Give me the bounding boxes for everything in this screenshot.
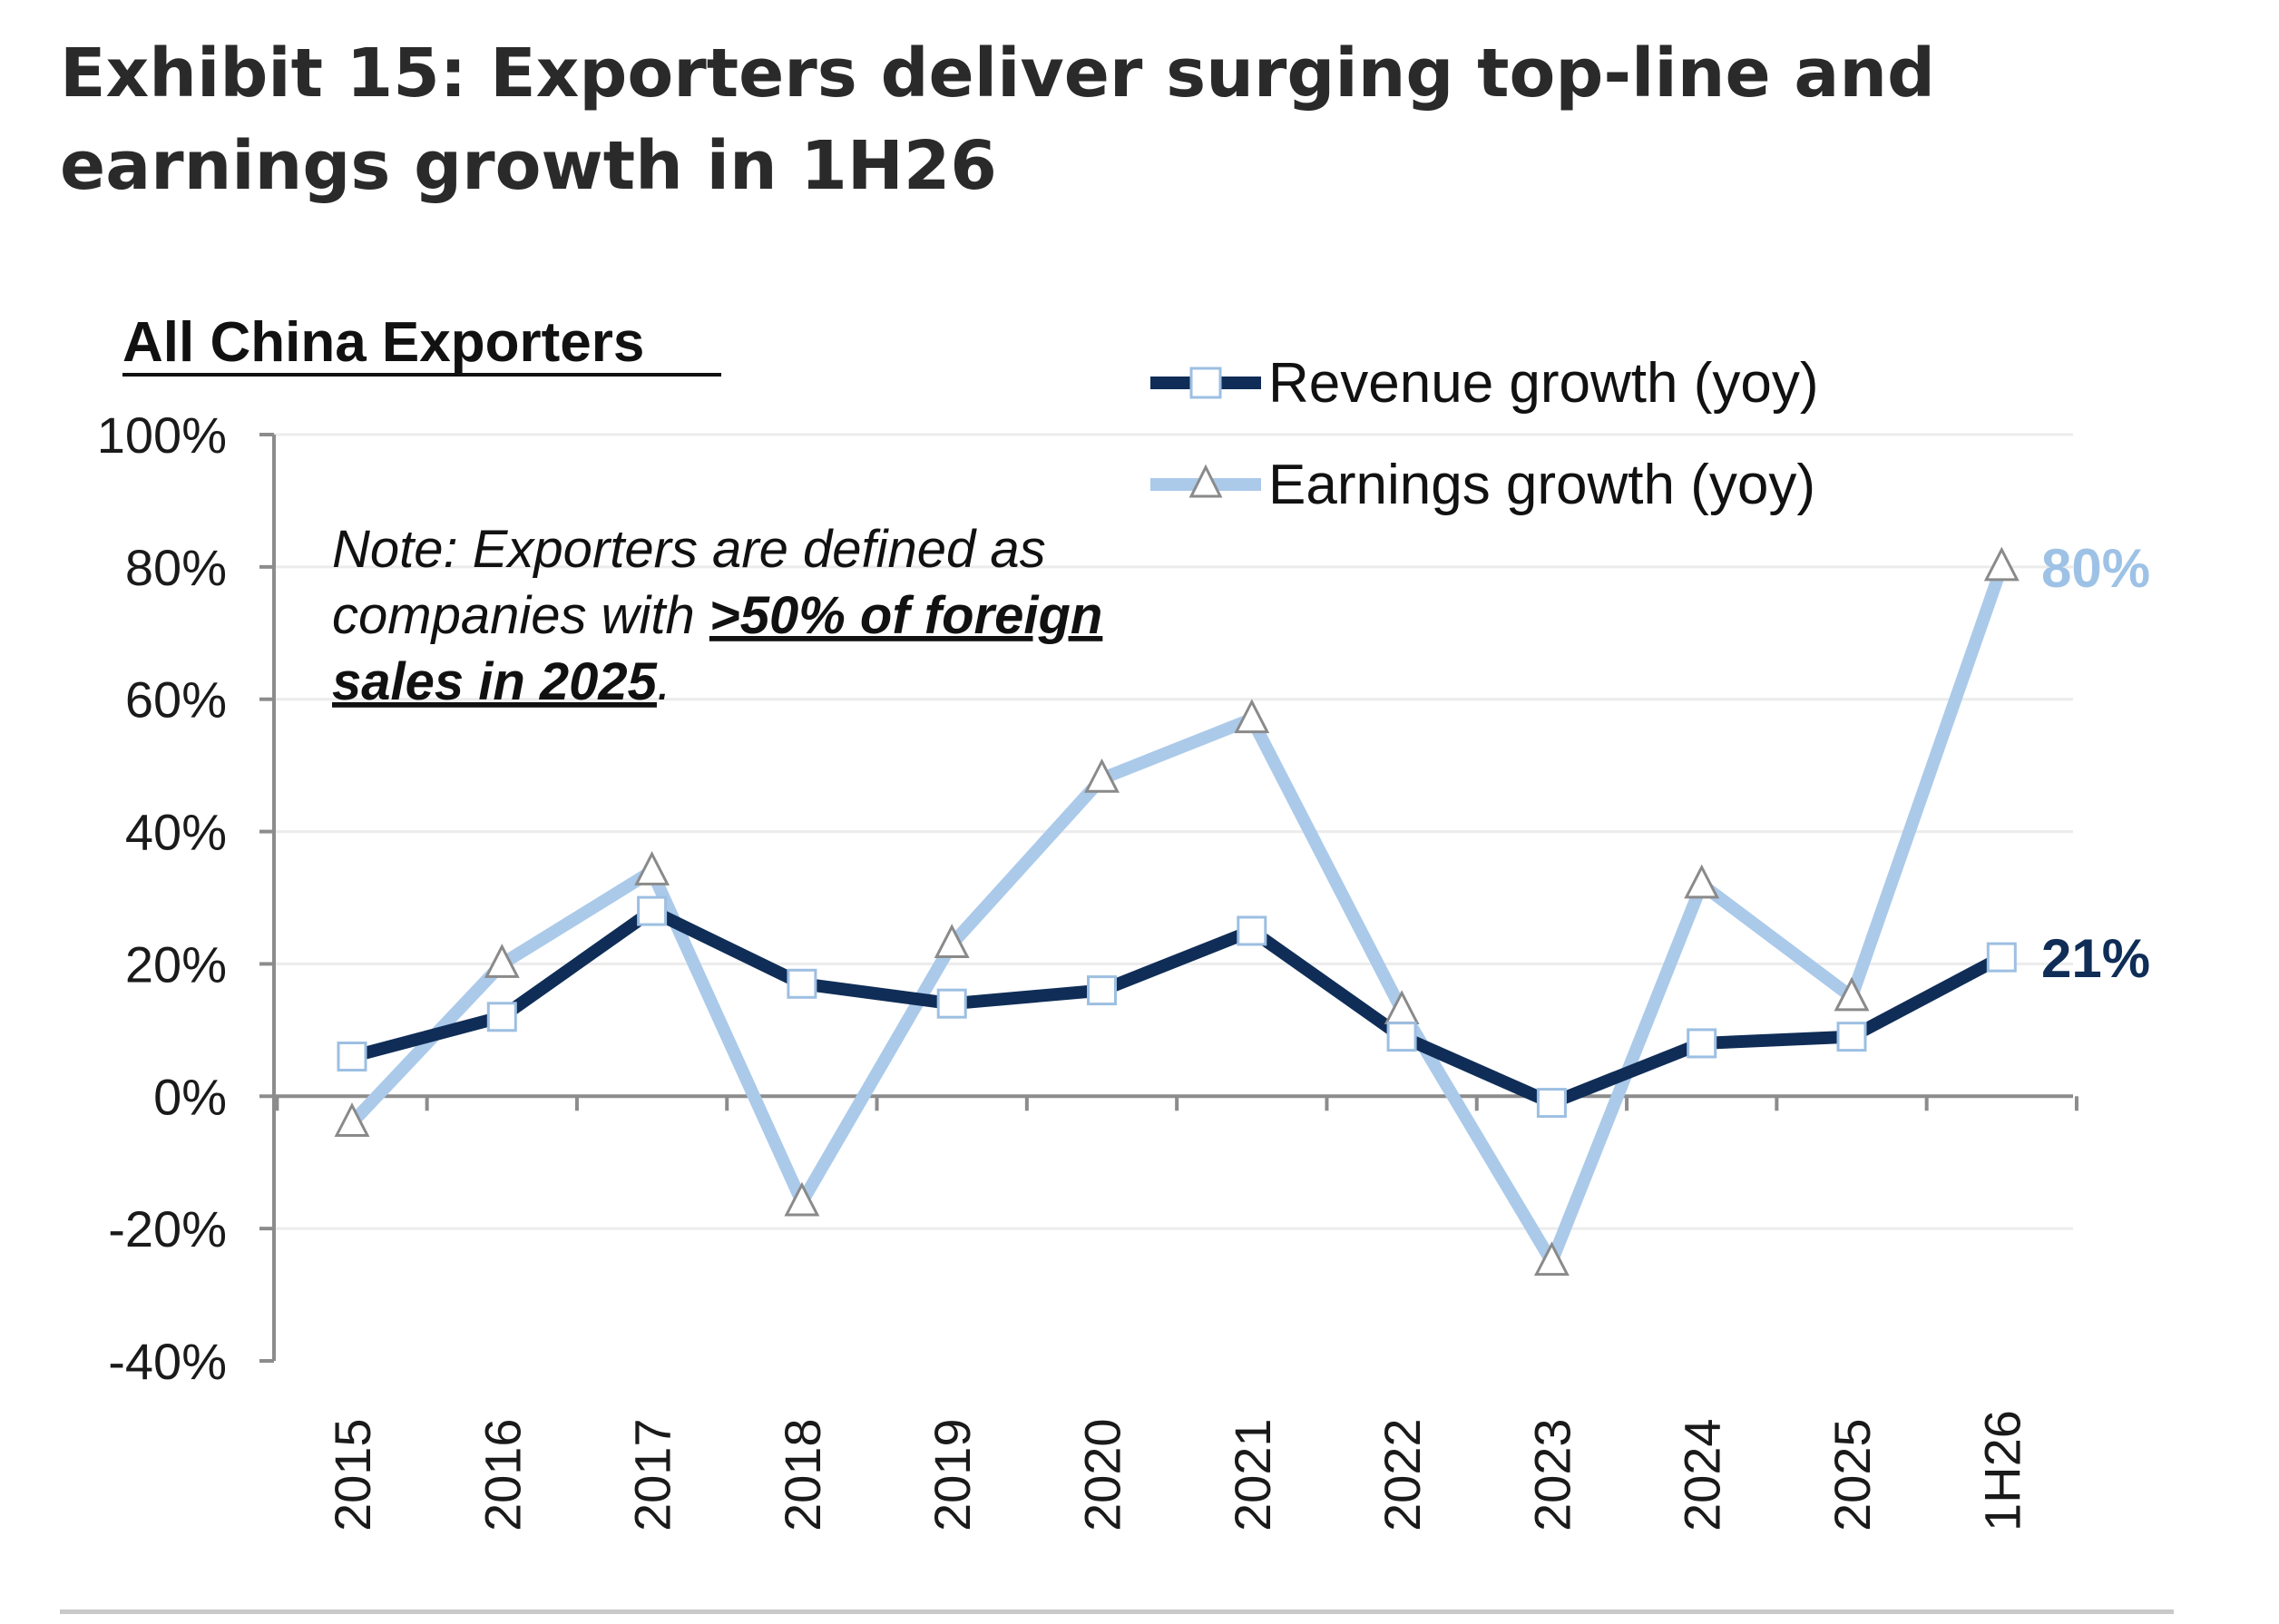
note-line-1: Note: Exporters are defined as bbox=[332, 520, 1046, 579]
x-tick-label: 2016 bbox=[474, 1418, 531, 1531]
revenue-point bbox=[787, 968, 817, 999]
earnings-point bbox=[1234, 699, 1270, 734]
end-label-earnings: 80% bbox=[2041, 538, 2150, 599]
x-tick-labels: 2015 2016 2017 2018 2019 2020 2021 2022 2023 2024… bbox=[324, 1410, 2030, 1531]
earnings-point bbox=[1834, 976, 1870, 1012]
x-tick-label: 1H26 bbox=[1973, 1410, 2030, 1531]
y-tick-label: 80% bbox=[125, 539, 227, 596]
legend-earnings-marker bbox=[1188, 464, 1223, 498]
revenue-point bbox=[1386, 1022, 1417, 1052]
y-tick-label: 100% bbox=[97, 406, 227, 464]
exhibit-title: Exhibit 15: Exporters deliver surging to… bbox=[60, 34, 1935, 205]
end-label-revenue: 21% bbox=[2041, 928, 2150, 989]
axes bbox=[259, 433, 2078, 1363]
revenue-point bbox=[1087, 975, 1117, 1006]
y-tick-label: -40% bbox=[108, 1333, 227, 1390]
y-tick-label: 20% bbox=[125, 935, 227, 993]
earnings-point bbox=[1084, 758, 1120, 793]
note-line-3-bold: sales in 2025 bbox=[332, 652, 658, 711]
y-tick-label: -20% bbox=[108, 1200, 227, 1257]
x-tick-label: 2025 bbox=[1824, 1418, 1881, 1531]
revenue-point bbox=[1237, 915, 1267, 946]
chart-note: Note: Exporters are defined as companies… bbox=[332, 520, 1102, 711]
end-labels: 21% 80% bbox=[2041, 538, 2150, 989]
note-line-3-tail: . bbox=[657, 652, 671, 711]
legend-item-earnings: Earnings growth (yoy) bbox=[1150, 454, 1815, 516]
svg-text:companies with >50% of foreign: companies with >50% of foreign bbox=[332, 586, 1102, 645]
earnings-point bbox=[1533, 1241, 1570, 1277]
x-tick-label: 2020 bbox=[1074, 1418, 1131, 1531]
earnings-point bbox=[1684, 864, 1720, 899]
revenue-point bbox=[1836, 1022, 1867, 1052]
chart-subtitle: All China Exporters bbox=[122, 311, 644, 374]
legend-item-revenue: Revenue growth (yoy) bbox=[1150, 352, 1819, 415]
x-tick-label: 2023 bbox=[1523, 1418, 1580, 1531]
footer-rule bbox=[60, 1609, 2174, 1614]
revenue-point bbox=[337, 1042, 367, 1072]
x-tick-label: 2017 bbox=[624, 1418, 681, 1531]
x-tick-label: 2019 bbox=[924, 1418, 981, 1531]
earnings-point bbox=[334, 1102, 370, 1137]
note-line-2-plain: companies with bbox=[332, 586, 709, 645]
series-line-revenue bbox=[350, 905, 2005, 1110]
revenue-point bbox=[486, 1002, 517, 1032]
series-line-earnings bbox=[347, 564, 2008, 1268]
legend-revenue-marker bbox=[1189, 367, 1222, 399]
note-line-2-bold: >50% of foreign bbox=[709, 586, 1102, 645]
revenue-point bbox=[1687, 1028, 1717, 1059]
earnings-point bbox=[1983, 546, 2020, 582]
y-tick-label: 0% bbox=[153, 1068, 227, 1125]
x-tick-label: 2022 bbox=[1374, 1418, 1431, 1531]
earnings-point bbox=[784, 1181, 820, 1217]
legend-earnings-label: Earnings growth (yoy) bbox=[1268, 454, 1815, 516]
earnings-point bbox=[484, 944, 520, 978]
x-tick-label: 2018 bbox=[774, 1418, 831, 1531]
earnings-point bbox=[934, 924, 970, 959]
x-tick-label: 2021 bbox=[1224, 1418, 1281, 1531]
revenue-point bbox=[1536, 1088, 1567, 1119]
legend: Revenue growth (yoy) Earnings growth (yo… bbox=[1150, 352, 1819, 516]
earnings-point bbox=[634, 851, 670, 885]
revenue-point bbox=[637, 895, 668, 926]
x-tick-label: 2015 bbox=[324, 1418, 381, 1531]
x-tick-label: 2024 bbox=[1674, 1418, 1731, 1531]
y-tick-labels: -40% -20% 0% 20% 40% 60% 80% 100% bbox=[97, 406, 227, 1390]
svg-text:sales in 2025.: sales in 2025. bbox=[332, 652, 671, 711]
series bbox=[334, 546, 2020, 1277]
y-tick-label: 40% bbox=[125, 804, 227, 861]
revenue-point bbox=[1986, 942, 2017, 973]
y-tick-label: 60% bbox=[125, 671, 227, 729]
gridlines bbox=[274, 433, 2073, 1230]
legend-revenue-label: Revenue growth (yoy) bbox=[1268, 352, 1819, 415]
revenue-point bbox=[936, 988, 967, 1019]
svg-text:Note: Exporters are defined as: Note: Exporters are defined as bbox=[332, 520, 1046, 579]
